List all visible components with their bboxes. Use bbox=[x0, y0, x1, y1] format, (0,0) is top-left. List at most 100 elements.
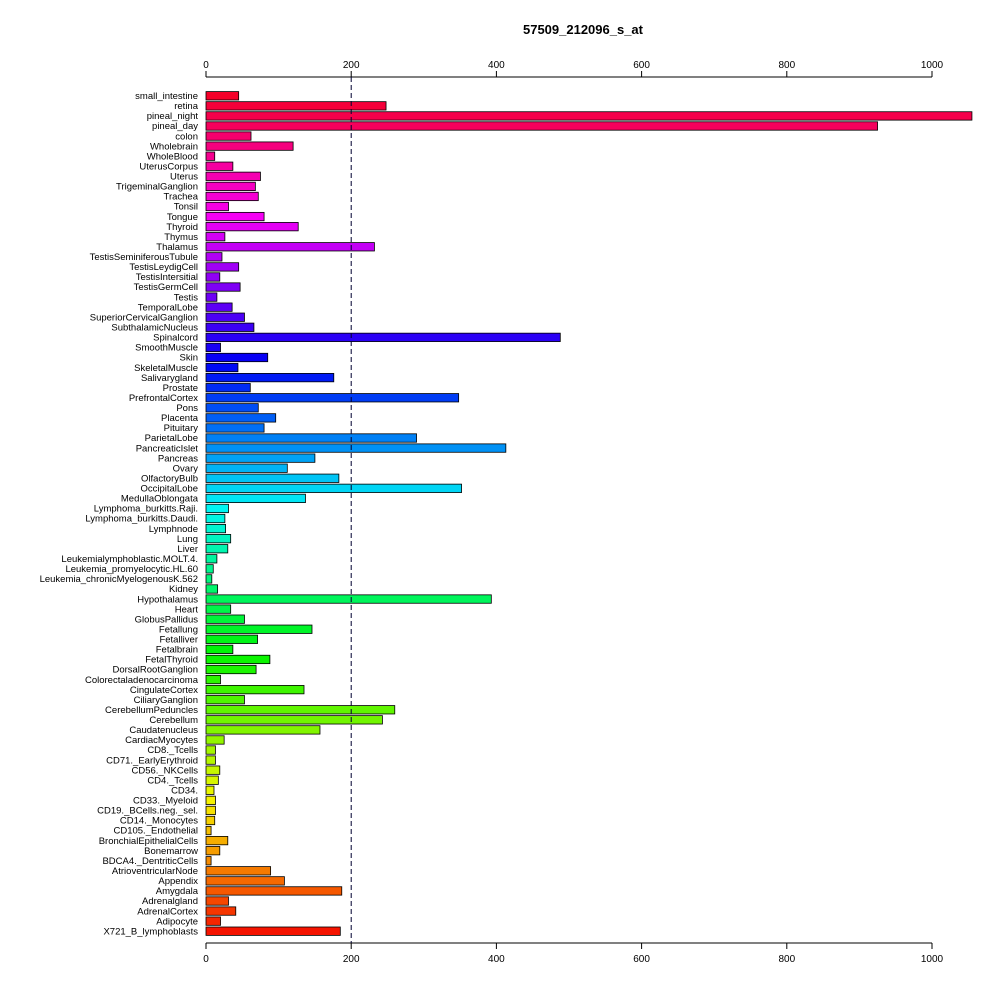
category-label: CD105._Endothelial bbox=[113, 826, 198, 837]
bar-UterusCorpus bbox=[205, 161, 234, 171]
bar-Appendix bbox=[205, 876, 285, 886]
bar-Tonsil bbox=[205, 201, 229, 212]
bar-Trachea bbox=[205, 191, 259, 202]
bar-SkeletalMuscle bbox=[205, 362, 239, 373]
category-label: Tonsil bbox=[174, 202, 198, 213]
bar-colon bbox=[205, 131, 252, 141]
bar-Fetalbrain bbox=[205, 644, 234, 654]
category-label: CD33._Myeloid bbox=[133, 796, 198, 807]
bar-Amygdala bbox=[205, 886, 343, 896]
category-label: Colorectaladenocarcinoma bbox=[85, 675, 199, 686]
bar-Leukemia_chronicMyelogenousK.562 bbox=[205, 574, 213, 584]
bar-TestisSeminiferousTubule bbox=[205, 252, 223, 262]
category-label: SmoothMuscle bbox=[135, 343, 198, 354]
category-label: colon bbox=[175, 131, 198, 142]
category-label: GlobusPallidus bbox=[135, 614, 199, 625]
bar-small_intestine bbox=[205, 91, 240, 101]
bottom-x-axis: 0 200 400 600 800 1000 bbox=[203, 942, 944, 965]
category-label: MedullaOblongata bbox=[121, 494, 199, 505]
bar-Testis bbox=[205, 292, 218, 302]
category-label: SkeletalMuscle bbox=[134, 363, 198, 374]
category-label: Ovary bbox=[173, 463, 199, 474]
category-label: Pituitary bbox=[164, 423, 199, 434]
bar-SubthalamicNucleus bbox=[205, 322, 255, 332]
category-label: Salivarygland bbox=[141, 373, 198, 384]
bar-MedullaOblongata bbox=[205, 493, 306, 504]
category-label: CD34. bbox=[171, 785, 198, 796]
bar-BronchialEpithelialCells bbox=[205, 836, 229, 846]
bar-Bonemarrow bbox=[205, 846, 221, 856]
x-tick-label: 0 bbox=[203, 954, 209, 965]
category-label: ParietalLobe bbox=[145, 433, 198, 444]
category-label: OlfactoryBulb bbox=[141, 473, 198, 484]
category-label: Amygdala bbox=[156, 886, 199, 897]
x-tick-label: 1000 bbox=[921, 60, 944, 71]
x-tick-label: 200 bbox=[343, 60, 360, 71]
category-label: Leukemia_promyelocytic.HL.60 bbox=[65, 564, 198, 575]
x-tick-label: 0 bbox=[203, 60, 209, 71]
category-label: small_intestine bbox=[135, 91, 198, 102]
bar-Caudatenucleus bbox=[205, 725, 321, 735]
bar-PrefrontalCortex bbox=[205, 393, 460, 403]
bar-Lymphoma_burkitts.Raji. bbox=[205, 503, 229, 514]
bar-OccipitalLobe bbox=[205, 483, 462, 493]
category-label: Lung bbox=[177, 534, 198, 545]
bar-TrigeminalGanglion bbox=[205, 181, 256, 191]
category-label: UterusCorpus bbox=[139, 161, 198, 172]
bars-group bbox=[205, 91, 973, 936]
category-label: Spinalcord bbox=[153, 333, 198, 344]
category-label: Caudatenucleus bbox=[129, 725, 198, 736]
category-label: BronchialEpithelialCells bbox=[99, 836, 199, 847]
category-label: Prostate bbox=[163, 383, 198, 394]
category-label: CD8._Tcells bbox=[147, 745, 198, 756]
bar-Pancreas bbox=[205, 453, 316, 463]
category-label: Trachea bbox=[164, 192, 199, 203]
category-label: FetalThyroid bbox=[145, 655, 198, 666]
x-tick-label: 600 bbox=[633, 954, 650, 965]
category-label: TestisGermCell bbox=[134, 282, 198, 293]
bar-CD19._BCells.neg._sel. bbox=[205, 805, 216, 816]
bar-retina bbox=[205, 101, 387, 111]
bar-BDCA4._DentriticCells bbox=[205, 856, 212, 866]
bar-SuperiorCervicalGanglion bbox=[205, 312, 245, 322]
category-label: Thyroid bbox=[166, 222, 198, 233]
bar-CerebellumPeduncles bbox=[205, 705, 396, 715]
category-label: Liver bbox=[177, 544, 198, 555]
category-label: Leukemia_chronicMyelogenousK.562 bbox=[40, 574, 198, 585]
bar-Lymphnode bbox=[205, 523, 227, 534]
bar-SmoothMuscle bbox=[205, 342, 221, 353]
category-label: Pancreas bbox=[158, 453, 198, 464]
bar-ParietalLobe bbox=[205, 433, 417, 443]
category-label: Fetalliver bbox=[159, 635, 198, 646]
bar-Colorectaladenocarcinoma bbox=[205, 674, 221, 685]
bar-Wholebrain bbox=[205, 141, 294, 151]
category-label: Uterus bbox=[170, 172, 198, 183]
category-label: CD71._EarlyErythroid bbox=[106, 755, 198, 766]
category-label: Lymphoma_burkitts.Raji. bbox=[94, 504, 198, 515]
bar-Cerebellum bbox=[205, 715, 383, 725]
category-label: pineal_night bbox=[147, 111, 199, 122]
bar-Salivarygland bbox=[205, 373, 335, 383]
bar-Thymus bbox=[205, 232, 226, 242]
bar-OlfactoryBulb bbox=[205, 473, 340, 483]
category-label: Fetallung bbox=[159, 624, 198, 635]
bar-pineal_night bbox=[205, 111, 973, 121]
bar-TestisLeydigCell bbox=[205, 262, 240, 272]
category-label: CD56._NKCells bbox=[131, 765, 198, 776]
category-label: TestisLeydigCell bbox=[129, 262, 198, 273]
bar-Ovary bbox=[205, 463, 288, 473]
x-tick-label: 1000 bbox=[921, 954, 944, 965]
category-label: CingulateCortex bbox=[130, 685, 198, 696]
bar-Tongue bbox=[205, 211, 265, 222]
bar-CD8._Tcells bbox=[205, 745, 216, 755]
category-label: CerebellumPeduncles bbox=[105, 705, 198, 716]
category-label: pineal_day bbox=[152, 121, 198, 132]
bar-TestisGermCell bbox=[205, 282, 241, 292]
category-label: Heart bbox=[175, 604, 199, 615]
bar-TestisIntersitial bbox=[205, 272, 221, 282]
bar-CD33._Myeloid bbox=[205, 795, 216, 805]
category-label: BDCA4._DentriticCells bbox=[102, 856, 198, 867]
category-label: TemporalLobe bbox=[138, 302, 198, 313]
bar-Liver bbox=[205, 544, 229, 554]
